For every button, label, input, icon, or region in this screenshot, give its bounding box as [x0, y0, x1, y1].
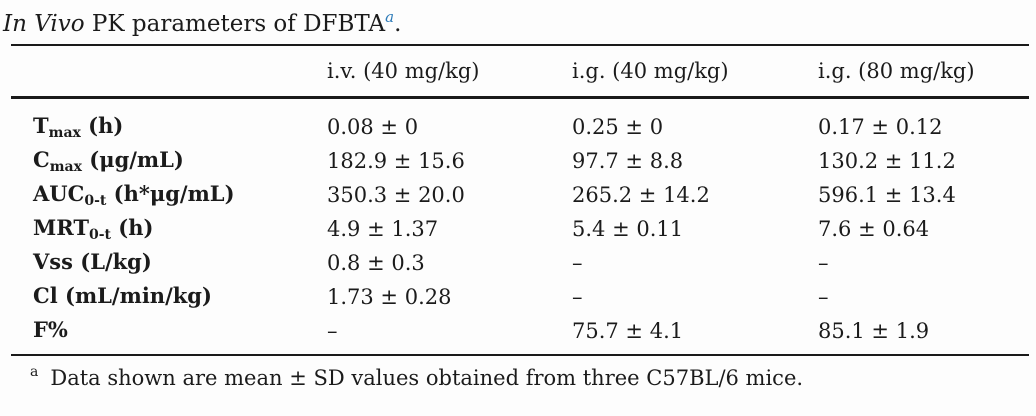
pk-parameters-table: i.v. (40 mg/kg) i.g. (40 mg/kg) i.g. (80…: [11, 44, 1029, 356]
footnote-text: Data shown are mean ± SD values obtained…: [50, 366, 804, 390]
row-label-unit: (L/kg): [72, 249, 152, 274]
caption-footnote-marker: a: [385, 8, 395, 26]
row-label-subscript: 0-t: [88, 227, 111, 243]
row-label-base: Vss: [33, 249, 73, 274]
caption-period: .: [394, 11, 402, 37]
row-label-base: T: [33, 113, 49, 138]
row-label: Cmax (μg/mL): [11, 147, 327, 175]
caption-italic-part: In Vivo: [3, 11, 85, 37]
row-label: Tmax (h): [11, 113, 327, 141]
table-row-cl: Cl (mL/min/kg) 1.73 ± 0.28 – –: [11, 280, 1029, 314]
row-label-base: F%: [33, 317, 68, 342]
header-col-ig-40: i.g. (40 mg/kg): [572, 59, 729, 83]
row-label: MRT0-t (h): [11, 215, 327, 243]
table-footnote: a Data shown are mean ± SD values obtaine…: [30, 364, 803, 390]
table-row-auc: AUC0-t (h*μg/mL) 350.3 ± 20.0 265.2 ± 14…: [11, 178, 1029, 212]
cell-value: 0.17 ± 0.12: [818, 115, 943, 139]
cell-value: 7.6 ± 0.64: [818, 217, 930, 241]
row-label-subscript: 0-t: [84, 193, 107, 209]
cell-value: 0.08 ± 0: [327, 115, 419, 139]
cell-value: 85.1 ± 1.9: [818, 319, 930, 343]
row-label-unit: (h): [80, 113, 124, 138]
cell-value: 75.7 ± 4.1: [572, 319, 684, 343]
row-label-unit: (μg/mL): [81, 147, 184, 172]
cell-value: 0.8 ± 0.3: [327, 251, 425, 275]
row-label: Vss (L/kg): [11, 249, 327, 277]
table-top-rule: [11, 44, 1029, 46]
header-col-iv-40: i.v. (40 mg/kg): [327, 59, 480, 83]
row-label-unit: (h): [111, 215, 154, 240]
table-row-mrt: MRT0-t (h) 4.9 ± 1.37 5.4 ± 0.11 7.6 ± 0…: [11, 212, 1029, 246]
table-row-tmax: Tmax (h) 0.08 ± 0 0.25 ± 0 0.17 ± 0.12: [11, 110, 1029, 144]
cell-value: –: [818, 285, 829, 309]
caption-text: PK parameters of DFBTA: [84, 11, 386, 37]
row-label-subscript: max: [48, 125, 81, 141]
row-label-unit: (mL/min/kg): [57, 283, 212, 308]
cell-value: 0.25 ± 0: [572, 115, 664, 139]
row-label-base: Cl: [33, 283, 58, 308]
row-label: Cl (mL/min/kg): [11, 283, 327, 311]
table-bottom-rule: [11, 354, 1029, 356]
table-header-rule: [11, 96, 1029, 99]
row-label-unit: (h*μg/mL): [106, 181, 235, 206]
cell-value: 1.73 ± 0.28: [327, 285, 452, 309]
table-row-cmax: Cmax (μg/mL) 182.9 ± 15.6 97.7 ± 8.8 130…: [11, 144, 1029, 178]
row-label: AUC0-t (h*μg/mL): [11, 181, 327, 209]
table-header-row: i.v. (40 mg/kg) i.g. (40 mg/kg) i.g. (80…: [11, 46, 1029, 96]
cell-value: –: [572, 285, 583, 309]
cell-value: –: [572, 251, 583, 275]
row-label-base: C: [33, 147, 50, 172]
cell-value: 5.4 ± 0.11: [572, 217, 684, 241]
header-col-ig-80: i.g. (80 mg/kg): [818, 59, 975, 83]
cell-value: 4.9 ± 1.37: [327, 217, 439, 241]
table-body: Tmax (h) 0.08 ± 0 0.25 ± 0 0.17 ± 0.12 C…: [11, 99, 1029, 354]
row-label-base: AUC: [33, 181, 85, 206]
cell-value: –: [327, 319, 338, 343]
row-label-subscript: max: [49, 159, 82, 175]
cell-value: 596.1 ± 13.4: [818, 183, 956, 207]
cell-value: 265.2 ± 14.2: [572, 183, 710, 207]
cell-value: 350.3 ± 20.0: [327, 183, 465, 207]
cell-value: 97.7 ± 8.8: [572, 149, 684, 173]
cell-value: 182.9 ± 15.6: [327, 149, 465, 173]
table-row-f-percent: F% – 75.7 ± 4.1 85.1 ± 1.9: [11, 314, 1029, 348]
table-row-vss: Vss (L/kg) 0.8 ± 0.3 – –: [11, 246, 1029, 280]
row-label-base: MRT: [33, 215, 89, 240]
cell-value: 130.2 ± 11.2: [818, 149, 956, 173]
footnote-marker: a: [30, 364, 39, 380]
table-caption: In Vivo PK parameters of DFBTAa.: [3, 2, 401, 39]
row-label: F%: [11, 317, 327, 345]
cell-value: –: [818, 251, 829, 275]
